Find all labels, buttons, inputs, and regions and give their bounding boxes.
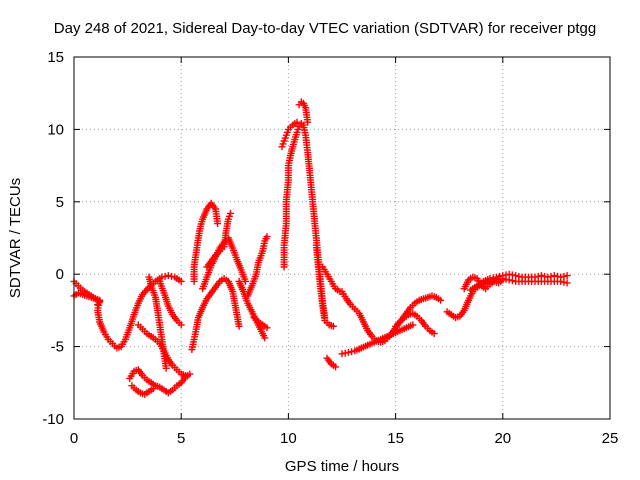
data-point xyxy=(563,279,571,287)
y-tick-label: 5 xyxy=(56,194,64,211)
y-tick-label: 15 xyxy=(47,49,64,66)
data-points xyxy=(70,98,571,398)
data-point xyxy=(162,364,170,372)
data-point xyxy=(304,118,312,126)
data-point xyxy=(332,363,340,371)
data-point xyxy=(348,348,356,356)
data-point xyxy=(227,209,234,217)
data-point xyxy=(409,321,417,329)
data-point xyxy=(182,372,189,380)
data-point xyxy=(293,118,301,126)
data-point xyxy=(94,301,102,309)
data-point xyxy=(214,220,222,227)
chart-title: Day 248 of 2021, Sidereal Day-to-day VTE… xyxy=(54,20,596,37)
x-tick-label: 20 xyxy=(494,430,511,447)
y-tick-label: -5 xyxy=(51,339,64,356)
y-tick-label: 10 xyxy=(47,121,64,138)
x-axis-label: GPS time / hours xyxy=(285,458,399,475)
data-point xyxy=(177,321,185,329)
data-point xyxy=(164,272,172,280)
x-tick-label: 25 xyxy=(602,430,619,447)
data-point xyxy=(263,233,271,241)
x-tick-label: 5 xyxy=(177,430,185,447)
plot-frame xyxy=(73,56,611,420)
data-point xyxy=(261,334,269,342)
x-tick-label: 0 xyxy=(70,430,78,447)
data-point xyxy=(534,272,542,280)
x-tick-label: 10 xyxy=(280,430,297,447)
data-point xyxy=(430,330,438,338)
data-point xyxy=(161,272,169,280)
y-tick-label: -10 xyxy=(42,411,64,428)
data-point xyxy=(437,296,445,304)
axis-ticks xyxy=(73,56,611,420)
grid-lines xyxy=(74,57,610,419)
data-point xyxy=(560,272,568,280)
data-point xyxy=(547,272,555,280)
data-point xyxy=(235,322,243,330)
data-point xyxy=(550,272,558,280)
data-point xyxy=(499,276,507,284)
data-point xyxy=(177,277,185,285)
data-point xyxy=(186,370,194,378)
data-point xyxy=(149,385,157,393)
x-tick-label: 15 xyxy=(387,430,404,447)
data-point xyxy=(242,277,249,285)
data-point xyxy=(263,324,271,332)
data-point xyxy=(329,322,337,330)
y-tick-label: 0 xyxy=(56,266,64,283)
axis-tick-labels: 0 5 10 15 20 25 -10 -5 0 5 10 15 xyxy=(42,49,618,447)
data-point xyxy=(496,272,504,280)
data-point xyxy=(563,272,571,280)
data-point xyxy=(537,272,545,280)
data-point xyxy=(512,272,520,280)
y-axis-label: SDTVAR / TECUs xyxy=(7,178,24,298)
